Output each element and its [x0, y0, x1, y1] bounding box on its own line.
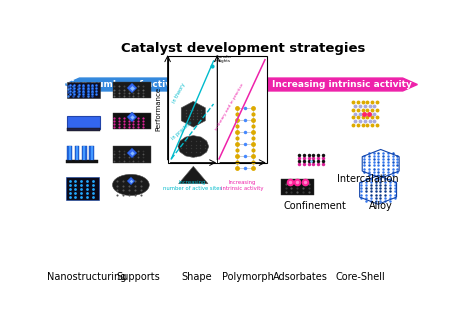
Bar [66, 128, 100, 131]
Bar [66, 177, 99, 200]
Text: Nanostructuring: Nanostructuring [47, 272, 127, 282]
Text: Intercalation: Intercalation [337, 174, 399, 184]
Polygon shape [178, 136, 209, 157]
Bar [66, 116, 100, 129]
Text: Shape: Shape [182, 272, 212, 282]
Text: in practice: in practice [171, 120, 193, 141]
Bar [69, 147, 71, 160]
Bar [281, 179, 314, 195]
Bar [112, 147, 151, 163]
Bar [66, 160, 98, 163]
Text: Increasing number of active sites: Increasing number of active sites [35, 80, 205, 89]
Text: Supports: Supports [116, 272, 160, 282]
FancyArrow shape [267, 78, 418, 91]
Text: Increasing
intrinsic activity: Increasing intrinsic activity [221, 180, 263, 191]
Text: in theory and in practice: in theory and in practice [215, 83, 245, 131]
Bar [168, 56, 267, 163]
Ellipse shape [112, 175, 149, 195]
Bar [75, 147, 80, 160]
Polygon shape [181, 101, 205, 127]
Bar [66, 82, 100, 98]
Text: Increasing intrinsic activity: Increasing intrinsic activity [272, 80, 412, 89]
Text: Catalyst development strategies: Catalyst development strategies [121, 43, 365, 55]
FancyArrow shape [65, 78, 168, 91]
Text: Performance: Performance [155, 87, 162, 131]
Bar [112, 82, 151, 98]
Text: Core-Shell: Core-Shell [336, 272, 385, 282]
Bar [82, 147, 87, 160]
Text: Polymorph: Polymorph [222, 272, 274, 282]
Bar [83, 147, 85, 160]
Text: Increasing
number of active sites: Increasing number of active sites [163, 180, 222, 191]
Text: Confinement: Confinement [283, 201, 346, 211]
Text: Alloy: Alloy [369, 201, 392, 211]
Bar [112, 113, 151, 129]
Text: Transfer
insights: Transfer insights [215, 55, 231, 63]
Polygon shape [179, 166, 208, 184]
Text: in theory: in theory [172, 82, 187, 104]
Bar [76, 147, 78, 160]
Bar [67, 147, 72, 160]
Bar [91, 147, 93, 160]
Text: Adsorbates: Adsorbates [273, 272, 328, 282]
Bar [90, 147, 94, 160]
